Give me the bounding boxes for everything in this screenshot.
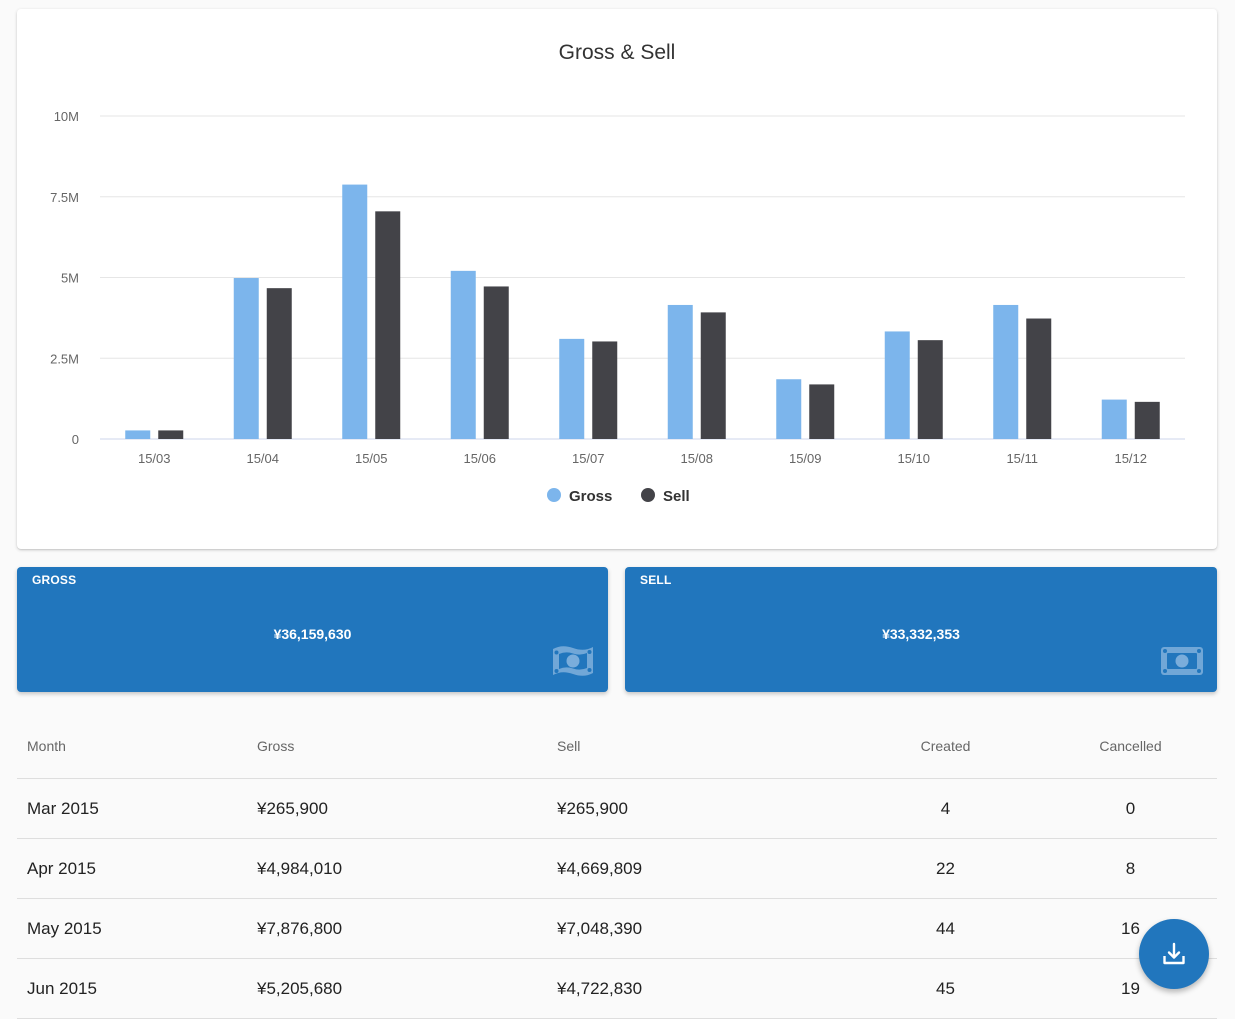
cell-month: Mar 2015	[17, 778, 247, 839]
table-row: Jun 2015 ¥5,205,680 ¥4,722,830 45 19	[17, 958, 1217, 1019]
x-tick-label: 15/12	[1114, 451, 1147, 466]
monthly-table: Month Gross Sell Created Cancelled Mar 2…	[17, 714, 1217, 1019]
cell-sell: ¥265,900	[547, 778, 847, 839]
sell-summary-card: SELL ¥33,332,353	[625, 567, 1217, 692]
bar-sell	[592, 341, 618, 439]
cell-month: May 2015	[17, 898, 247, 959]
table-header-row: Month Gross Sell Created Cancelled	[17, 714, 1217, 779]
bar-gross	[450, 270, 476, 439]
cell-gross: ¥265,900	[247, 778, 547, 839]
y-tick-label: 5M	[61, 271, 79, 286]
bar-sell	[375, 211, 401, 439]
cell-sell: ¥4,722,830	[547, 958, 847, 1019]
bar-gross	[1101, 399, 1127, 439]
download-icon	[1163, 942, 1185, 965]
column-header-gross[interactable]: Gross	[247, 714, 547, 779]
bar-gross	[993, 304, 1019, 439]
cell-month: Apr 2015	[17, 838, 247, 899]
y-tick-label: 10M	[54, 109, 79, 124]
column-header-cancelled[interactable]: Cancelled	[1044, 714, 1217, 779]
cell-created: 45	[847, 958, 1044, 1019]
column-header-sell[interactable]: Sell	[547, 714, 847, 779]
bar-sell	[917, 340, 943, 439]
gross-summary-value: ¥36,159,630	[273, 626, 352, 642]
bar-gross	[667, 304, 693, 439]
x-tick-label: 15/09	[789, 451, 822, 466]
bar-sell	[1134, 401, 1160, 439]
bar-sell	[266, 288, 292, 439]
x-tick-label: 15/05	[355, 451, 388, 466]
cell-sell: ¥4,669,809	[547, 838, 847, 899]
legend-label-gross: Gross	[569, 488, 612, 505]
table-row: Apr 2015 ¥4,984,010 ¥4,669,809 22 8	[17, 838, 1217, 899]
table-row: Mar 2015 ¥265,900 ¥265,900 4 0	[17, 778, 1217, 839]
bar-gross	[559, 338, 585, 439]
bar-sell	[158, 430, 184, 439]
cell-cancelled: 8	[1044, 838, 1217, 899]
cell-created: 44	[847, 898, 1044, 959]
bar-gross	[342, 184, 368, 439]
chart-title: Gross & Sell	[559, 41, 676, 64]
chart-card: Gross & Sell 0 2.5M 5M 7.5M 10M 15/03 15/04 15/0…	[17, 9, 1217, 549]
column-header-month[interactable]: Month	[17, 714, 247, 779]
column-header-created[interactable]: Created	[847, 714, 1044, 779]
money-icon	[1161, 647, 1203, 675]
sell-summary-value: ¥33,332,353	[882, 626, 960, 642]
gross-sell-chart: Gross & Sell 0 2.5M 5M 7.5M 10M 15/03 15/04 15/0…	[50, 41, 1185, 505]
gross-summary-card: GROSS ¥36,159,630	[17, 567, 608, 692]
cell-gross: ¥4,984,010	[247, 838, 547, 899]
x-tick-label: 15/06	[463, 451, 496, 466]
cell-created: 4	[847, 778, 1044, 839]
bar-sell	[1026, 318, 1052, 439]
gross-summary-label: GROSS	[32, 573, 77, 587]
cell-created: 22	[847, 838, 1044, 899]
cell-gross: ¥7,876,800	[247, 898, 547, 959]
x-tick-label: 15/03	[138, 451, 171, 466]
x-tick-label: 15/08	[680, 451, 713, 466]
bar-gross	[125, 430, 151, 439]
bar-sell	[483, 286, 509, 439]
x-tick-label: 15/11	[1006, 451, 1038, 466]
bar-sell	[809, 384, 835, 439]
legend-marker-sell	[641, 488, 655, 502]
sell-summary-label: SELL	[640, 573, 672, 587]
table-row: May 2015 ¥7,876,800 ¥7,048,390 44 16	[17, 898, 1217, 959]
bar-gross	[884, 331, 910, 439]
bar-gross	[776, 379, 802, 439]
cell-cancelled: 0	[1044, 778, 1217, 839]
legend-marker-gross	[547, 488, 561, 502]
y-tick-label: 0	[72, 432, 79, 447]
x-tick-label: 15/10	[897, 451, 930, 466]
y-tick-label: 2.5M	[50, 351, 79, 366]
money-icon	[553, 646, 593, 676]
bar-gross	[233, 278, 259, 439]
y-tick-label: 7.5M	[50, 190, 79, 205]
download-button[interactable]	[1139, 919, 1209, 989]
bar-sell	[700, 312, 726, 439]
cell-gross: ¥5,205,680	[247, 958, 547, 1019]
cell-sell: ¥7,048,390	[547, 898, 847, 959]
cell-month: Jun 2015	[17, 958, 247, 1019]
x-tick-label: 15/04	[246, 451, 279, 466]
x-tick-label: 15/07	[572, 451, 605, 466]
legend-label-sell: Sell	[663, 488, 690, 505]
